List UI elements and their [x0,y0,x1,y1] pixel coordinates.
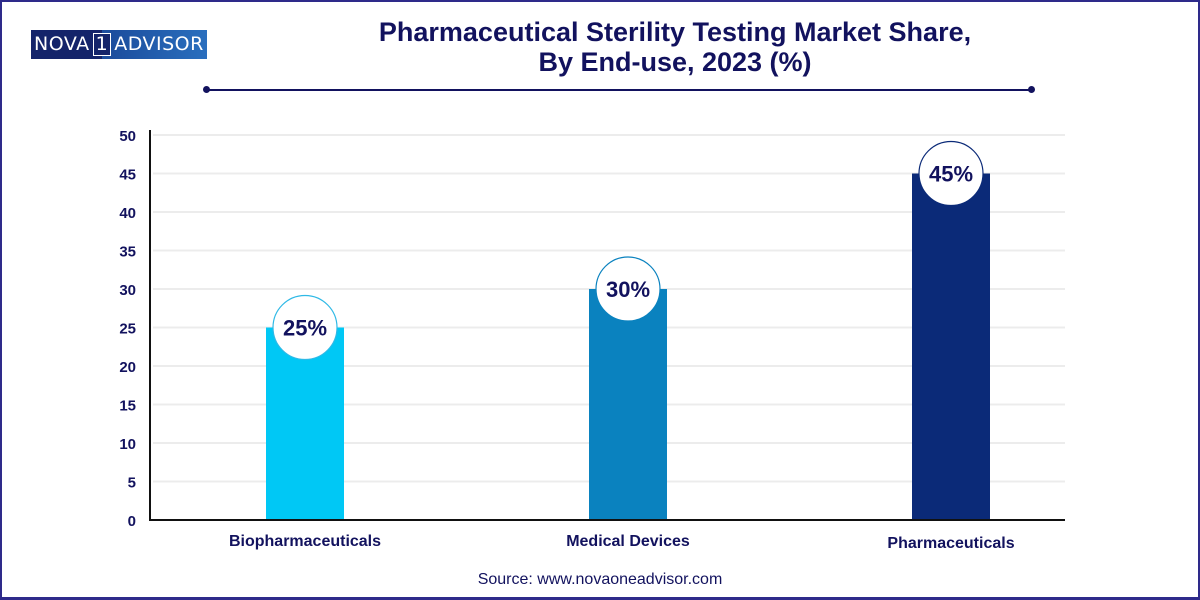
y-tick-label: 35 [119,244,136,261]
title-underline [206,89,1032,91]
x-tick-label: Pharmaceuticals [887,535,1014,552]
y-tick-label: 40 [119,205,136,222]
data-label: 30% [606,277,650,302]
novaoneadvisor-logo: NOVA 1 ADVISOR [31,30,207,59]
y-tick-label: 0 [128,513,136,530]
chart-title-line2: By End-use, 2023 (%) [538,47,812,77]
y-tick-label: 25 [119,321,136,338]
bar-medical-devices [589,289,667,520]
y-tick-label: 50 [119,128,136,145]
data-labels: 25% 30% 45% [272,140,984,361]
y-tick-label: 45 [119,167,136,184]
logo-nova-text: NOVA [31,30,92,59]
chart-title: Pharmaceutical Sterility Testing Market … [300,17,1050,77]
logo-advisor-text: ADVISOR [112,30,207,59]
bars [266,173,990,520]
y-tick-label: 10 [119,436,136,453]
data-label: 25% [283,316,327,341]
y-tick-label: 5 [128,475,136,492]
title-underline-left-dot [203,86,210,93]
y-tick-label: 30 [119,282,136,299]
data-label-bubble [918,140,984,207]
data-label: 45% [929,162,973,187]
bar-pharmaceuticals [912,173,990,520]
source-note: Source: www.novaoneadvisor.com [477,571,723,588]
logo-one-box: 1 [92,33,112,56]
data-label-bubble [595,256,661,322]
y-tick-label: 20 [119,359,136,376]
x-tick-label: Medical Devices [566,533,690,550]
chart-title-line1: Pharmaceutical Sterility Testing Market … [378,17,972,47]
x-tick-label: Biopharmaceuticals [229,533,381,550]
data-label-bubble [272,294,338,361]
x-axis-ticks: Biopharmaceuticals Medical Devices Pharmac… [229,533,1015,552]
y-axis-ticks: 0 5 10 15 20 25 30 35 40 45 50 [119,128,136,530]
y-tick-label: 15 [119,398,136,415]
title-underline-right-dot [1028,86,1035,93]
